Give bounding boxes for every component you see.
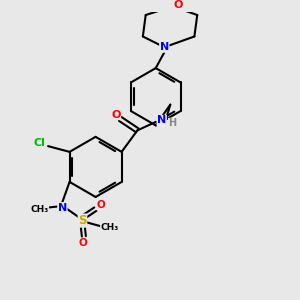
Text: CH₃: CH₃ [30,205,49,214]
Text: O: O [78,238,87,248]
Text: H: H [169,118,177,128]
Text: O: O [174,0,183,10]
Text: CH₃: CH₃ [100,223,119,232]
Text: O: O [97,200,105,210]
Text: N: N [157,116,166,125]
Text: N: N [58,203,67,213]
Text: O: O [111,110,121,120]
Text: Cl: Cl [34,138,45,148]
Text: N: N [160,42,169,52]
Text: S: S [78,214,87,227]
